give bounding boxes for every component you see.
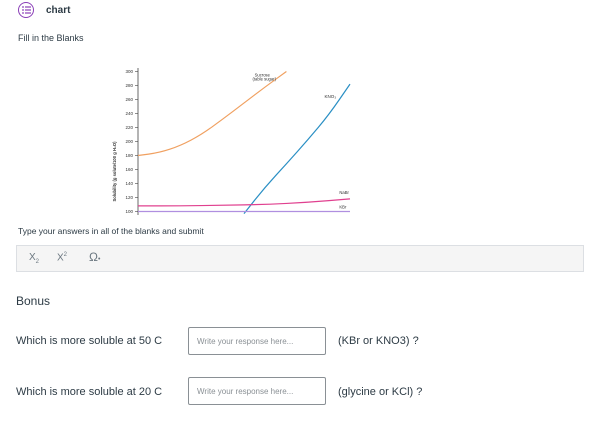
series-label-sucrose-sub: (table sugar) bbox=[252, 77, 276, 82]
chart-svg: 300 280 260 240 220 200 180 160 140 120 100 Solubil… bbox=[112, 68, 351, 215]
header: chart bbox=[18, 2, 70, 18]
y-tick-label: 180 bbox=[125, 153, 133, 158]
superscript-button[interactable]: X2 bbox=[57, 252, 68, 264]
series-label-nabr: NaBr bbox=[339, 190, 349, 195]
omega-icon: Ω bbox=[89, 250, 98, 264]
y-tick-label: 200 bbox=[125, 139, 133, 144]
subscript-button[interactable]: X2 bbox=[29, 252, 40, 265]
series-label-kno3: KNO₃ bbox=[325, 94, 337, 99]
y-tick-label: 240 bbox=[125, 111, 133, 116]
series-line-1 bbox=[243, 83, 351, 214]
y-tick-label: 280 bbox=[125, 83, 133, 88]
y-tick-label: 220 bbox=[125, 125, 133, 130]
bonus-heading: Bonus bbox=[16, 294, 51, 308]
y-tick-label: 300 bbox=[125, 69, 133, 74]
list-icon bbox=[18, 2, 34, 18]
series-label-kbr: KBr bbox=[339, 205, 347, 210]
question-2-text: Which is more soluble at 20 C bbox=[16, 386, 163, 398]
instructions: Fill in the Blanks bbox=[18, 33, 84, 43]
question-2-input[interactable] bbox=[188, 377, 326, 405]
y-tick-label: 160 bbox=[125, 167, 133, 172]
answer-editor-toolbar[interactable]: X2 X2 Ω• bbox=[16, 245, 584, 272]
page-title: chart bbox=[46, 4, 71, 16]
special-characters-button[interactable]: Ω• bbox=[89, 250, 100, 264]
y-tick-label: 140 bbox=[125, 181, 133, 186]
y-axis-label: Solubility (g solute/100 g H₂O) bbox=[112, 141, 117, 202]
question-1-input[interactable] bbox=[188, 327, 326, 355]
y-tick-label: 100 bbox=[125, 209, 133, 214]
y-tick-label: 260 bbox=[125, 97, 133, 102]
series-label-sucrose: Sucrose bbox=[255, 72, 271, 77]
question-1-text: Which is more soluble at 50 C bbox=[16, 335, 163, 347]
y-tick-label: 120 bbox=[125, 195, 133, 200]
dropdown-icon: • bbox=[97, 256, 101, 263]
series-line-2 bbox=[137, 198, 351, 207]
solubility-chart: 300 280 260 240 220 200 180 160 140 120 100 Solubil… bbox=[100, 60, 390, 225]
type-prompt: Type your answers in all of the blanks a… bbox=[18, 226, 204, 236]
series-line-0 bbox=[137, 71, 287, 157]
question-2-choices: (glycine or KCl) ? bbox=[338, 386, 423, 398]
question-1-choices: (KBr or KNO3) ? bbox=[338, 335, 419, 347]
